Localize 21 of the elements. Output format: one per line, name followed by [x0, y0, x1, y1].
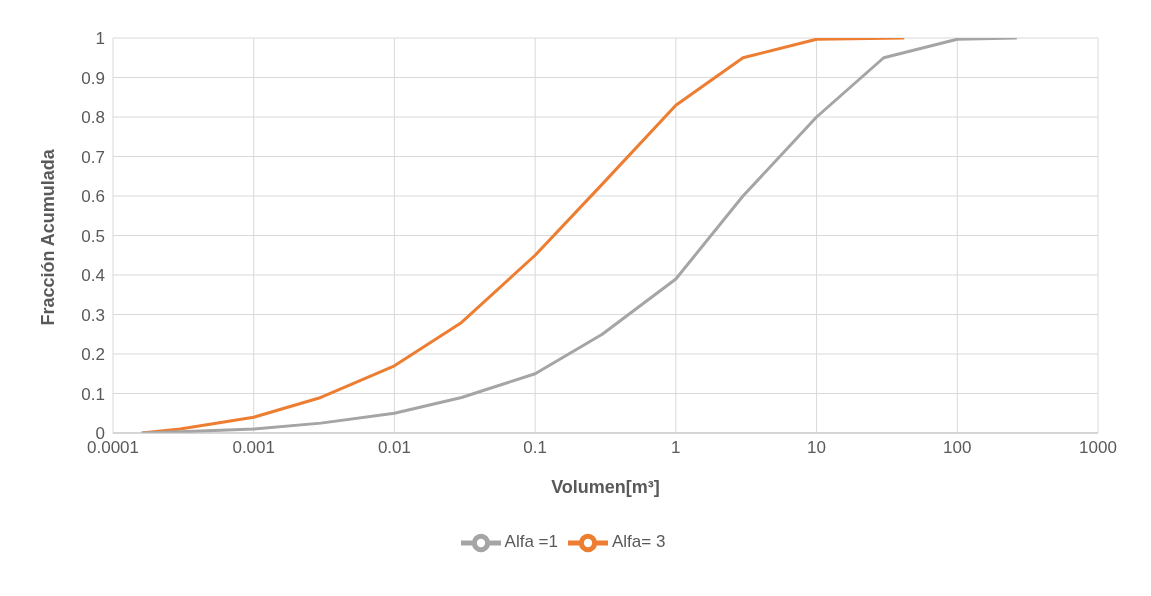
x-tick-label: 1 [671, 438, 681, 458]
x-axis-title: Volumen[m³] [551, 477, 660, 497]
y-tick-label: 0.5 [81, 226, 105, 246]
y-tick-label: 0.2 [81, 345, 105, 365]
y-tick-label: 0.4 [81, 266, 105, 286]
x-tick-label: 1000 [1079, 438, 1117, 458]
x-tick-label: 100 [943, 438, 972, 458]
x-tick-label: 0.001 [232, 438, 275, 458]
y-tick-label: 0.6 [81, 187, 105, 207]
legend-label: Alfa =1 [504, 532, 558, 552]
y-tick-label: 0.8 [81, 108, 105, 128]
legend-label: Alfa= 3 [612, 532, 666, 552]
y-tick-label: 0.1 [81, 384, 105, 404]
x-tick-label: 0.1 [523, 438, 547, 458]
y-axis-title: Fracción Acumulada [38, 148, 59, 326]
x-tick-label: 10 [807, 438, 827, 458]
x-tick-label: 0.01 [377, 438, 411, 458]
y-tick-label: 0.7 [81, 147, 105, 167]
y-tick-label: 0.9 [81, 68, 105, 88]
y-tick-label: 1 [95, 29, 105, 49]
y-tick-label: 0.3 [81, 305, 105, 325]
